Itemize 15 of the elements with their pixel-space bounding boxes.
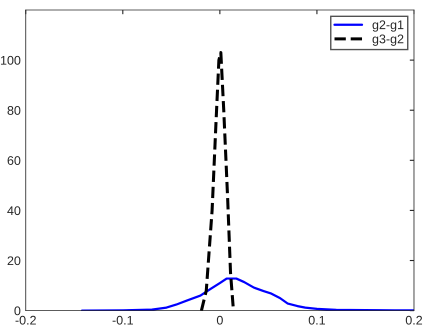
- x-tick-label: -0.2: [16, 316, 36, 325]
- x-tick-label: 0.1: [308, 316, 326, 325]
- y-tick-label: 20: [8, 256, 20, 266]
- y-tick-label: 40: [7, 206, 20, 216]
- y-tick-label: 100: [0, 56, 20, 65]
- line-series: [80, 277, 414, 311]
- x-tick-label: 0: [216, 316, 223, 325]
- y-tick-label: 0: [14, 306, 20, 316]
- x-tick-label: -0.1: [112, 316, 133, 325]
- legend-label: g3-g2: [372, 34, 404, 46]
- legend-label: g2-g1: [372, 20, 404, 32]
- y-tick-label: 80: [8, 106, 20, 115]
- line-series: [200, 51, 235, 311]
- y-tick-label: 60: [8, 156, 20, 165]
- x-tick-label: 0.2: [406, 316, 422, 325]
